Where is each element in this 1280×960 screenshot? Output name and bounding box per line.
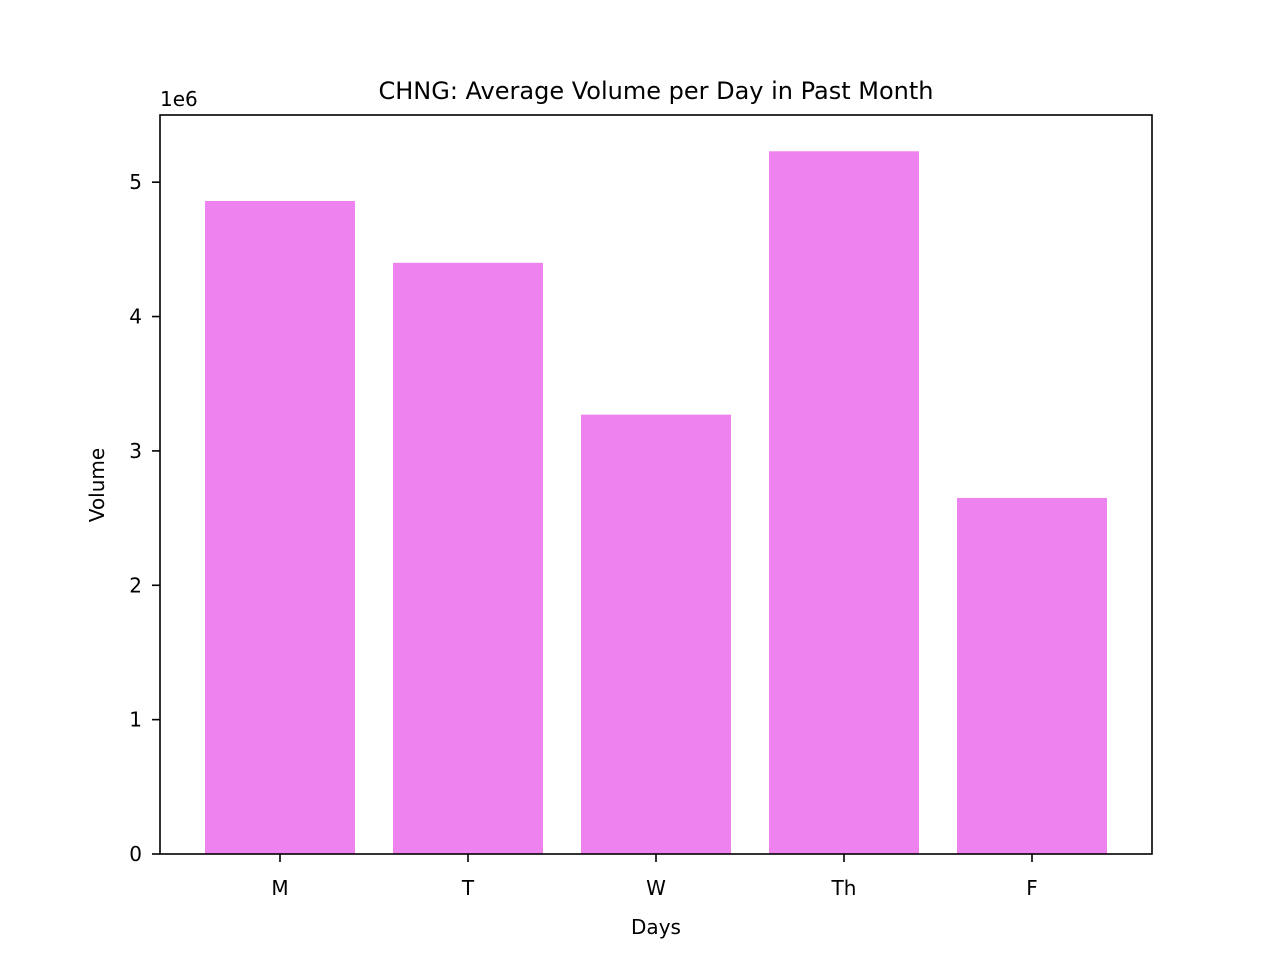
plot-area-frame xyxy=(159,114,1153,855)
x-tick-label: F xyxy=(1026,876,1038,900)
y-tick-label: 3 xyxy=(129,439,142,463)
x-tick-label: Th xyxy=(831,876,857,900)
x-tick-label: M xyxy=(271,876,288,900)
x-axis-label: Days xyxy=(631,915,681,939)
chart-title: CHNG: Average Volume per Day in Past Mon… xyxy=(378,77,933,105)
bar-th xyxy=(769,151,919,854)
bar-f xyxy=(957,497,1107,854)
y-axis-ticks: 0 1 2 3 4 5 xyxy=(129,170,160,866)
y-tick-label: 0 xyxy=(129,842,142,866)
x-tick-label: W xyxy=(646,876,666,900)
bar-m xyxy=(205,200,355,854)
x-tick-label: T xyxy=(461,876,475,900)
y-tick-label: 4 xyxy=(129,305,142,329)
y-axis-label: Volume xyxy=(85,448,109,522)
bar-w xyxy=(581,414,731,854)
y-axis-offset-label: 1e6 xyxy=(160,87,198,111)
x-axis-ticks: M T W Th F xyxy=(271,854,1038,900)
y-tick-label: 5 xyxy=(129,170,142,194)
bars-group xyxy=(205,151,1107,854)
y-tick-label: 2 xyxy=(129,573,142,597)
bar-t xyxy=(393,262,543,854)
y-tick-label: 1 xyxy=(129,708,142,732)
